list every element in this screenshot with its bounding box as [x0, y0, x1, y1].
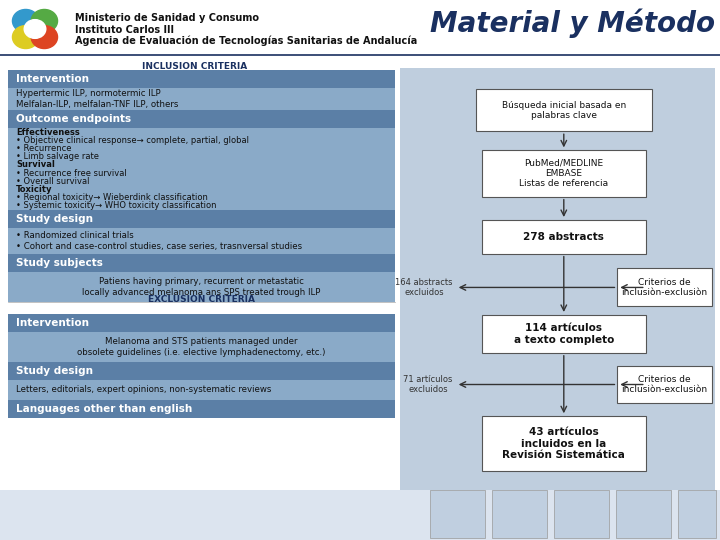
- Bar: [8, 228, 395, 254]
- Circle shape: [31, 25, 58, 49]
- Bar: [482, 315, 646, 353]
- Text: 164 abstracts
excluidos: 164 abstracts excluidos: [395, 278, 453, 297]
- Bar: [8, 362, 395, 380]
- Bar: [678, 490, 716, 538]
- Text: 278 abstracts: 278 abstracts: [523, 232, 604, 242]
- Text: • Recurrence free survival: • Recurrence free survival: [16, 168, 127, 178]
- Circle shape: [12, 25, 39, 49]
- Bar: [8, 70, 395, 88]
- Text: Hypertermic ILP, normotermic ILP
Melfalan-ILP, melfalan-TNF ILP, others: Hypertermic ILP, normotermic ILP Melfala…: [16, 89, 179, 109]
- Text: Letters, editorials, expert opinions, non-systematic reviews: Letters, editorials, expert opinions, no…: [16, 386, 271, 395]
- Bar: [8, 400, 395, 418]
- Text: Patiens having primary, recurrent or metastatic
locally advanced melanoma ans SP: Patiens having primary, recurrent or met…: [82, 278, 320, 296]
- Bar: [8, 128, 395, 210]
- Bar: [400, 68, 715, 490]
- Bar: [492, 490, 547, 538]
- Text: Languages other than english: Languages other than english: [16, 404, 192, 414]
- Text: Survival: Survival: [16, 160, 55, 170]
- Text: Toxicity: Toxicity: [16, 185, 53, 194]
- Bar: [482, 150, 646, 197]
- Text: • Objective clinical response→ complete, partial, global: • Objective clinical response→ complete,…: [16, 136, 249, 145]
- Bar: [8, 332, 395, 362]
- Bar: [617, 268, 712, 306]
- Text: Intervention: Intervention: [16, 74, 89, 84]
- Bar: [8, 380, 395, 400]
- Bar: [482, 220, 646, 254]
- Bar: [476, 89, 652, 131]
- Text: • Limb salvage rate: • Limb salvage rate: [16, 152, 99, 161]
- Text: Criterios de
inclusiòn-exclusiòn: Criterios de inclusiòn-exclusiòn: [621, 278, 708, 297]
- Text: • Randomized clinical trials
• Cohort and case-control studies, case series, tra: • Randomized clinical trials • Cohort an…: [16, 231, 302, 251]
- Bar: [617, 366, 712, 403]
- Text: 71 artículos
excluidos: 71 artículos excluidos: [403, 375, 453, 394]
- Bar: [482, 416, 646, 471]
- Text: PubMed/MEDLINE
EMBASE
Listas de referencia: PubMed/MEDLINE EMBASE Listas de referenc…: [519, 159, 608, 188]
- Bar: [554, 490, 609, 538]
- Circle shape: [12, 10, 39, 32]
- Text: Outcome endpoints: Outcome endpoints: [16, 114, 131, 124]
- Bar: [8, 254, 395, 272]
- Bar: [8, 88, 395, 110]
- Text: Melanoma and STS patients managed under
obsolete guidelines (i.e. elective lymph: Melanoma and STS patients managed under …: [77, 338, 325, 357]
- Text: • Recurrence: • Recurrence: [16, 144, 71, 153]
- Text: Intervention: Intervention: [16, 318, 89, 328]
- Text: Búsqueda inicial basada en
palabras clave: Búsqueda inicial basada en palabras clav…: [502, 100, 626, 120]
- Text: 43 artículos
incluidos en la
Revisión Sistemática: 43 artículos incluidos en la Revisión Si…: [503, 427, 625, 460]
- Bar: [8, 210, 395, 228]
- Text: Study subjects: Study subjects: [16, 258, 103, 268]
- Text: Instituto Carlos III: Instituto Carlos III: [75, 25, 174, 35]
- Bar: [8, 314, 395, 332]
- Text: • Overall survival: • Overall survival: [16, 177, 89, 186]
- Bar: [616, 490, 671, 538]
- Text: • Systemic toxicity→ WHO toxicity classification: • Systemic toxicity→ WHO toxicity classi…: [16, 201, 217, 211]
- Bar: [8, 272, 395, 302]
- Text: Agencia de Evaluación de Tecnologías Sanitarias de Andalucía: Agencia de Evaluación de Tecnologías San…: [75, 36, 418, 46]
- Text: Study design: Study design: [16, 214, 93, 224]
- Bar: [0, 490, 720, 540]
- Bar: [8, 110, 395, 128]
- Text: 114 artículos
a texto completo: 114 artículos a texto completo: [513, 323, 614, 345]
- Text: Criterios de
inclusiòn-exclusiòn: Criterios de inclusiòn-exclusiòn: [621, 375, 708, 394]
- Text: Material y Método: Material y Método: [430, 8, 715, 37]
- Text: • Regional toxicity→ Wieberdink classification: • Regional toxicity→ Wieberdink classifi…: [16, 193, 208, 202]
- Text: Ministerio de Sanidad y Consumo: Ministerio de Sanidad y Consumo: [75, 13, 259, 23]
- Text: Study design: Study design: [16, 366, 93, 376]
- Circle shape: [31, 10, 58, 32]
- Circle shape: [24, 19, 46, 38]
- Bar: [430, 490, 485, 538]
- Text: EXCLUSION CRITERIA: EXCLUSION CRITERIA: [148, 295, 255, 304]
- Text: Effectiveness: Effectiveness: [16, 127, 80, 137]
- Text: INCLUSION CRITERIA: INCLUSION CRITERIA: [143, 62, 248, 71]
